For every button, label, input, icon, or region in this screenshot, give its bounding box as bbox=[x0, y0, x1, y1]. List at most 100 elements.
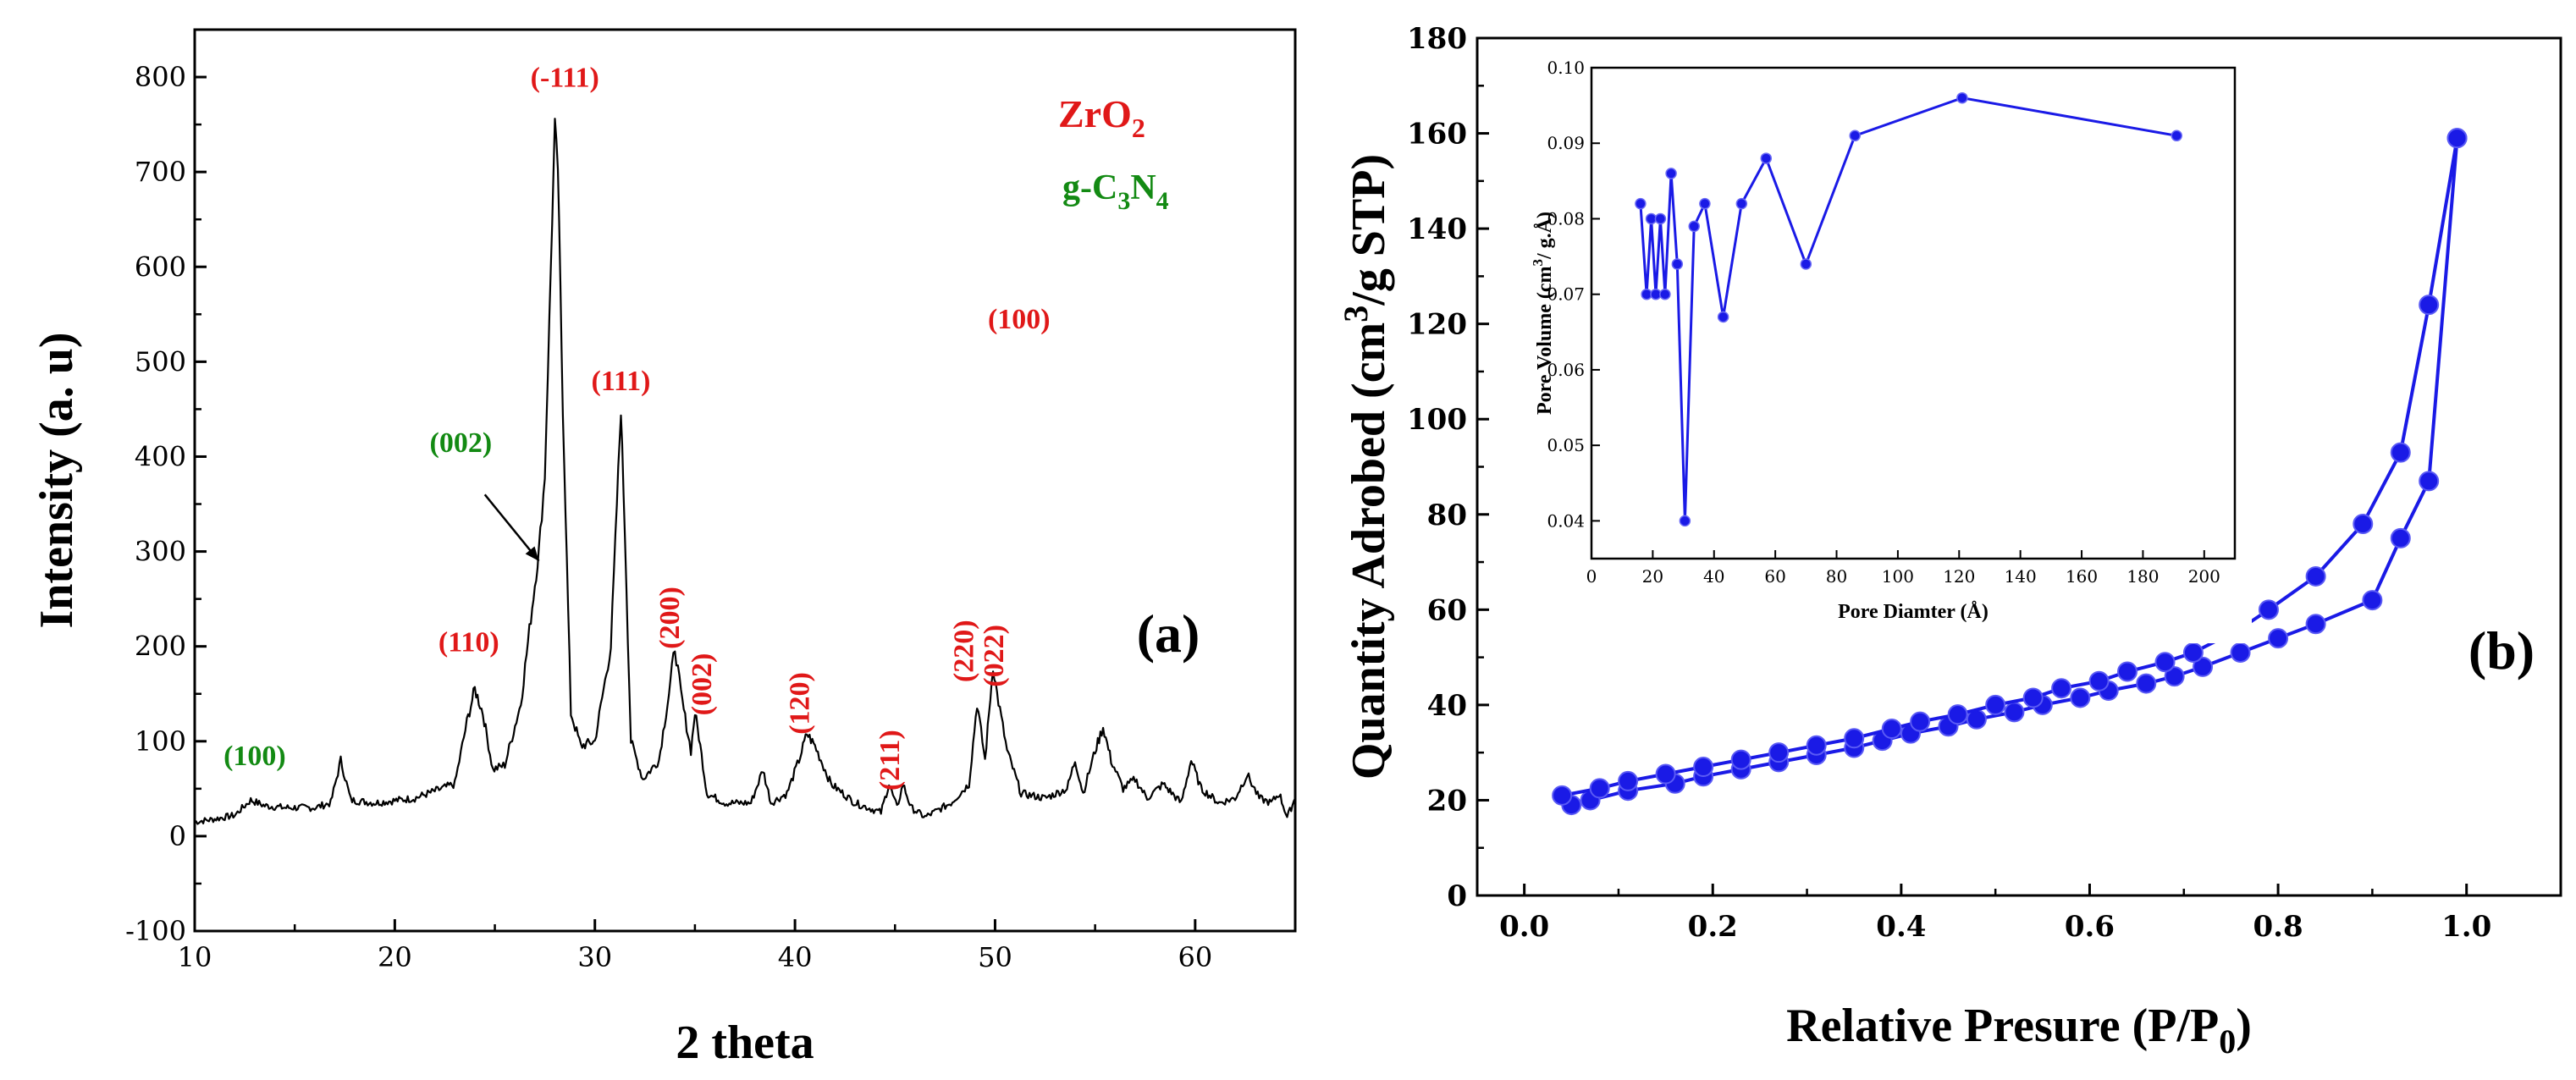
peak-label: (-111) bbox=[531, 62, 599, 93]
x-tick-label: 1.0 bbox=[2441, 910, 2491, 944]
desorption-marker bbox=[2117, 661, 2137, 682]
y-tick-label: 180 bbox=[1407, 22, 1467, 56]
adsorption-marker bbox=[2136, 673, 2157, 694]
peak-label: (111) bbox=[592, 366, 651, 397]
inset-marker bbox=[1735, 197, 1748, 210]
adsorption-marker bbox=[2419, 471, 2440, 492]
desorption-marker bbox=[1910, 711, 1931, 732]
peak-label: (002) bbox=[430, 427, 493, 459]
desorption-marker bbox=[1768, 742, 1790, 763]
inset-marker bbox=[1654, 212, 1667, 225]
legend-zro2: ZrO2 bbox=[1058, 92, 1145, 143]
desorption-marker bbox=[2022, 687, 2044, 708]
inset-marker bbox=[1665, 168, 1677, 179]
xrd-series-line bbox=[194, 118, 1296, 825]
inset-y-tick-label: 0.04 bbox=[1547, 510, 1585, 531]
inset-x-tick-label: 40 bbox=[1703, 566, 1724, 587]
y-axis-title: Intensity (a. u) bbox=[30, 332, 83, 628]
x-tick-label: 40 bbox=[778, 941, 813, 973]
inset-marker bbox=[1956, 91, 1968, 104]
inset-marker bbox=[1760, 152, 1773, 164]
inset-x-tick-label: 160 bbox=[2066, 566, 2098, 587]
y-tick-label: 100 bbox=[135, 725, 186, 758]
inset-y-tick-label: 0.10 bbox=[1547, 58, 1585, 78]
desorption-marker bbox=[1693, 757, 1714, 778]
x-axis-title: Relative Presure (P/P0) bbox=[1786, 1000, 2252, 1061]
peak-label: (200) bbox=[654, 587, 686, 649]
desorption-marker bbox=[1618, 770, 1639, 791]
inset-x-tick-label: 20 bbox=[1642, 566, 1663, 587]
desorption-marker bbox=[1589, 778, 1610, 799]
desorption-marker bbox=[1881, 719, 1902, 740]
panel-label-a: (a) bbox=[1137, 603, 1200, 664]
y-tick-label: 500 bbox=[135, 345, 186, 377]
panel-b-bet-chart: 0.0 0.2 0.4 0.6 0.8 1.0 0 20 40 60 80 100 120 140 160 1… bbox=[1337, 22, 2562, 1061]
inset-pore-size-chart: 0 20 40 60 80 100 120 140 160 180 200 0.04 0.05 0.06 0… bbox=[1530, 58, 2252, 643]
y-tick-label: -100 bbox=[125, 915, 186, 947]
y-tick-label: 60 bbox=[1427, 593, 1467, 627]
x-tick-label: 0.0 bbox=[1499, 910, 1549, 944]
x-tick-label: 0.2 bbox=[1688, 910, 1738, 944]
adsorption-marker bbox=[2305, 614, 2326, 635]
inset-x-tick-label: 80 bbox=[1826, 566, 1847, 587]
inset-series-line bbox=[1639, 96, 2177, 521]
desorption-marker bbox=[2446, 128, 2468, 149]
peak-label: (120) bbox=[785, 672, 816, 735]
inset-x-tick-label: 180 bbox=[2126, 566, 2159, 587]
peak-label: (110) bbox=[439, 626, 499, 658]
adsorption-marker bbox=[2362, 590, 2383, 611]
adsorption-marker bbox=[2230, 642, 2251, 663]
desorption-marker bbox=[1730, 749, 1751, 770]
inset-x-tick-label: 100 bbox=[1882, 566, 1914, 587]
inset-x-tick-label: 120 bbox=[1943, 566, 1975, 587]
x-tick-label: 60 bbox=[1178, 941, 1212, 973]
y-tick-label: 0 bbox=[1447, 879, 1467, 913]
desorption-marker bbox=[1806, 735, 1827, 756]
adsorption-marker bbox=[2004, 702, 2025, 723]
y-tick-label: 700 bbox=[135, 156, 186, 188]
desorption-marker bbox=[2390, 442, 2411, 463]
x-tick-label: 0.8 bbox=[2253, 910, 2303, 944]
y-tick-label: 200 bbox=[135, 631, 186, 663]
inset-marker bbox=[2171, 129, 2182, 142]
y-tick-label: 400 bbox=[135, 440, 186, 472]
desorption-marker bbox=[2182, 642, 2204, 663]
y-tick-label: 120 bbox=[1407, 308, 1467, 342]
inset-marker bbox=[1659, 288, 1671, 300]
peak-label: (211) bbox=[874, 730, 906, 791]
inset-marker bbox=[1671, 258, 1684, 270]
desorption-marker bbox=[2258, 599, 2279, 620]
desorption-marker bbox=[1947, 704, 1968, 725]
desorption-marker bbox=[2051, 678, 2072, 699]
y-tick-label: 100 bbox=[1407, 403, 1467, 437]
inset-y-tick-label: 0.05 bbox=[1547, 435, 1585, 455]
desorption-marker bbox=[1655, 763, 1676, 785]
adsorption-marker bbox=[2390, 527, 2411, 548]
y-tick-label: 160 bbox=[1407, 118, 1467, 152]
adsorption-marker bbox=[2070, 687, 2091, 708]
panel-label-b: (b) bbox=[2468, 620, 2535, 681]
inset-x-tick-label: 0 bbox=[1586, 566, 1597, 587]
desorption-marker bbox=[1552, 785, 1573, 806]
inset-marker bbox=[1699, 197, 1711, 210]
inset-x-tick-label: 60 bbox=[1764, 566, 1785, 587]
adsorption-marker bbox=[2268, 628, 2289, 649]
inset-marker bbox=[1849, 129, 1861, 142]
peak-label: (100) bbox=[988, 304, 1051, 335]
inset-marker bbox=[1688, 220, 1700, 233]
desorption-marker bbox=[2154, 652, 2176, 673]
plot-frame bbox=[193, 28, 1297, 933]
panel-a-xrd-chart: 10 20 30 40 50 60 -100 0 100 200 300 400 500 600 700 80… bbox=[30, 28, 1297, 1069]
inset-y-tick-label: 0.06 bbox=[1547, 360, 1585, 380]
x-tick-label: 10 bbox=[178, 941, 212, 973]
legend-gc3n4: g-C3N4 bbox=[1062, 168, 1169, 215]
x-axis-title: 2 theta bbox=[676, 1017, 814, 1069]
y-tick-label: 80 bbox=[1427, 499, 1467, 532]
x-tick-label: 0.4 bbox=[1876, 910, 1926, 944]
x-tick-label: 50 bbox=[978, 941, 1012, 973]
inset-y-tick-label: 0.08 bbox=[1547, 208, 1585, 229]
desorption-marker bbox=[1985, 694, 2006, 715]
inset-marker bbox=[1800, 258, 1812, 270]
peak-label: (100) bbox=[223, 741, 286, 772]
